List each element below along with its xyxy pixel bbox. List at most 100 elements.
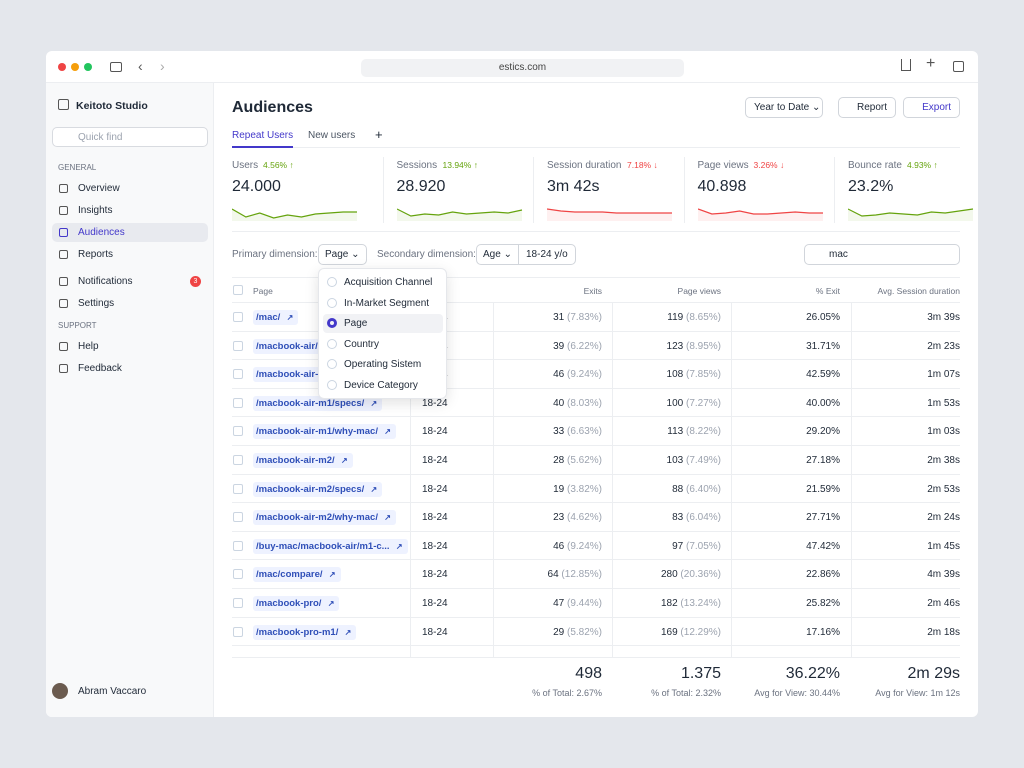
nav-item[interactable]: Notifications 3 [52, 272, 208, 291]
checkbox[interactable] [233, 626, 243, 637]
user-name[interactable]: Abram Vaccaro [78, 686, 147, 697]
page-link[interactable]: /macbook-air-m1/specs/ ↗ [253, 395, 383, 411]
date-range[interactable]: Year to Date ⌄ [745, 97, 823, 118]
secondary-chip[interactable]: 18-24 y/o [518, 244, 576, 265]
nav-item[interactable]: Help [52, 337, 208, 356]
page-link[interactable]: /macbook-air-m2/specs/ ↗ [253, 481, 383, 497]
new-tab-icon[interactable]: + [926, 55, 936, 72]
dropdown-option[interactable]: Acquisition Channel [323, 273, 443, 292]
tabs-icon[interactable] [953, 61, 964, 72]
sparkline [848, 208, 974, 221]
cell: 26.05% [806, 312, 840, 323]
tab[interactable]: New users [308, 130, 356, 141]
column-header[interactable]: % Exit [815, 286, 840, 296]
checkbox[interactable] [233, 285, 243, 295]
sidebar-toggle[interactable] [110, 62, 122, 72]
checkbox[interactable] [233, 540, 243, 551]
column-header[interactable]: Page [253, 286, 273, 296]
nav-item[interactable]: Overview [52, 179, 208, 198]
share-icon[interactable] [901, 59, 911, 71]
cell: 46 (9.24%) [553, 369, 602, 380]
workspace-name[interactable]: Keitoto Studio [76, 100, 148, 112]
page-link[interactable]: /mac/ ↗ [253, 310, 299, 325]
checkbox[interactable] [233, 369, 243, 380]
sparkline [697, 208, 823, 221]
checkbox[interactable] [233, 569, 243, 580]
link-icon: ↗ [344, 627, 352, 637]
age: 18-24 [422, 512, 448, 524]
radio [327, 277, 337, 287]
quick-find[interactable]: Quick find [52, 127, 208, 147]
page-path: /macbook-air-m1/specs/ [256, 397, 365, 409]
dropdown-option[interactable]: Country [323, 335, 443, 354]
dropdown-option[interactable]: Page [323, 314, 443, 334]
column-header[interactable]: Exits [583, 286, 602, 296]
cell-value: 42.59% [806, 369, 840, 381]
dropdown-option[interactable]: Device Category [323, 376, 443, 395]
table-row: /macbook-air-m1/why-mac/ ↗ 18-24 33 (6.63%)… [232, 417, 960, 446]
nav-item[interactable]: Settings [52, 294, 208, 313]
close-dot[interactable] [58, 63, 66, 71]
column-header[interactable]: Page views [677, 286, 721, 296]
cell-value: 2m 18s [927, 626, 960, 638]
secondary-select[interactable]: Age ⌄ [476, 244, 519, 265]
page-link[interactable]: /macbook-air-m1/why-mac/ ↗ [253, 424, 396, 440]
column-divider [493, 303, 494, 657]
nav-label: Reports [78, 249, 114, 260]
cell: 2m 18s [927, 627, 960, 638]
checkbox[interactable] [233, 598, 243, 608]
cell-share: (9.44%) [566, 598, 602, 609]
export-button[interactable]: Export [903, 97, 960, 118]
dropdown-option[interactable]: Operating Sistem [323, 355, 443, 374]
checkbox[interactable] [233, 312, 243, 322]
cell: 113 (8.22%) [667, 426, 721, 437]
sparkline-line [396, 208, 522, 217]
radio [327, 359, 337, 370]
back-icon[interactable]: ‹ [138, 58, 143, 74]
nav-item[interactable]: Audiences [52, 223, 208, 242]
link-icon: ↗ [384, 427, 391, 437]
tab[interactable]: Repeat Users [232, 130, 294, 148]
nav-item[interactable]: Reports [52, 245, 208, 264]
cell-share: (8.65%) [685, 312, 721, 323]
cell-value: 1m 07s [927, 369, 960, 381]
column-header[interactable]: Avg. Session duration [877, 286, 960, 296]
page-link[interactable]: /buy-mac/macbook-air/m1-c... ↗ [253, 538, 408, 554]
table-search[interactable]: mac [804, 244, 960, 265]
page-link[interactable]: /macbook-air-m2/why-mac/ ↗ [253, 510, 396, 526]
checkbox[interactable] [233, 340, 243, 351]
report-button[interactable]: Report [838, 97, 896, 118]
checkbox[interactable] [233, 455, 243, 465]
dropdown-option[interactable]: In-Market Segment [323, 294, 443, 313]
cell-value: 97 [672, 540, 684, 552]
metric-label: Bounce rate [848, 160, 902, 171]
cell: 100 (7.27%) [667, 398, 721, 409]
max-dot[interactable] [84, 63, 92, 71]
cell: 21.59% [806, 484, 840, 495]
primary-select[interactable]: Page ⌄ [318, 244, 367, 265]
url-bar[interactable]: estics.com [361, 59, 684, 77]
checkbox[interactable] [233, 426, 243, 437]
table-row: /macbook-air-m2/ ↗ 18-24 28 (5.62%) 103 (7.4… [232, 446, 960, 475]
secondary-value: Age [483, 249, 501, 260]
page-link[interactable]: /macbook-pro-m1/ ↗ [253, 624, 357, 640]
page-link[interactable]: /macbook-pro/ ↗ [253, 596, 340, 611]
page-link[interactable]: /mac/compare/ ↗ [253, 567, 341, 583]
page-link[interactable]: /macbook-air-m2/ ↗ [253, 453, 353, 468]
checkbox[interactable] [233, 512, 243, 523]
metric-value: 28.920 [396, 178, 446, 195]
min-dot[interactable] [71, 63, 79, 71]
nav-item[interactable]: Feedback [52, 359, 208, 378]
cell: 2m 23s [927, 341, 960, 352]
nav-item[interactable]: Insights [52, 201, 208, 220]
forward-icon[interactable]: › [160, 58, 165, 74]
checkbox[interactable] [233, 397, 243, 408]
add-tab[interactable]: + [375, 127, 383, 142]
total-note: Avg for View: 30.44% [754, 688, 840, 698]
checkbox[interactable] [233, 483, 243, 494]
nav-label: Audiences [78, 227, 125, 238]
age: 18-24 [422, 397, 448, 409]
nav-label: Feedback [78, 363, 122, 374]
age: 18-24 [422, 598, 448, 609]
nav-label: Settings [78, 298, 115, 309]
